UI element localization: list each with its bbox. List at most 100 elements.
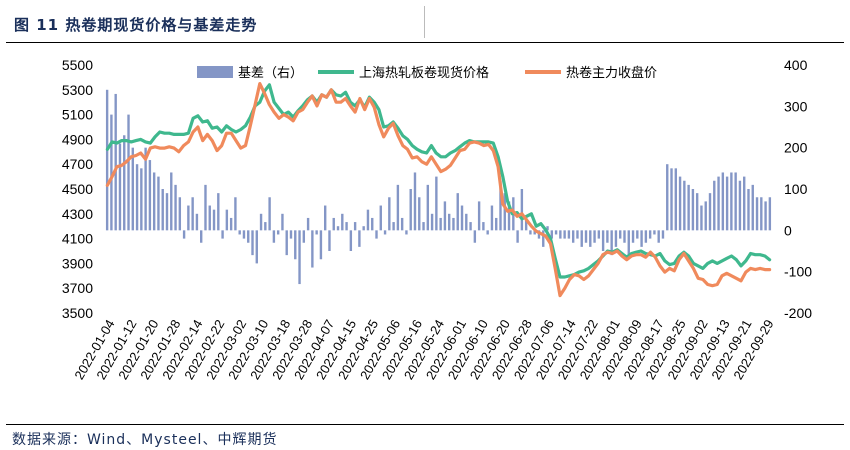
basis-bar: [247, 230, 250, 243]
basis-bar: [439, 217, 442, 231]
basis-bar: [127, 114, 130, 231]
basis-bar: [255, 230, 258, 264]
basis-bar: [520, 189, 524, 231]
basis-bar: [678, 176, 682, 231]
basis-bar: [315, 230, 318, 235]
basis-bar: [413, 172, 417, 231]
basis-bar: [379, 205, 382, 231]
basis-bar: [187, 205, 190, 231]
basis-bar: [486, 230, 489, 235]
basis-bar: [601, 230, 605, 251]
basis-bar: [332, 217, 335, 231]
basis-bar: [105, 89, 109, 231]
basis-bar: [614, 230, 618, 247]
basis-bar: [537, 230, 541, 239]
basis-bar: [426, 184, 430, 231]
basis-bar: [593, 230, 596, 243]
basis-bar: [323, 205, 327, 231]
basis-bar: [721, 172, 725, 231]
left-tick-label: 4900: [62, 131, 93, 147]
basis-bar: [550, 230, 554, 239]
basis-bar: [217, 193, 220, 231]
right-tick-label: -100: [784, 264, 812, 280]
basis-bar: [738, 180, 742, 231]
basis-bar: [208, 205, 211, 231]
basis-bar: [755, 197, 759, 231]
basis-bar: [691, 189, 695, 231]
basis-bar: [554, 230, 558, 235]
basis-bar: [619, 230, 622, 239]
right-tick-label: 100: [784, 181, 808, 197]
left-tick-label: 3500: [62, 305, 93, 321]
basis-bar: [730, 172, 733, 231]
basis-bar: [268, 197, 271, 231]
basis-bar: [640, 230, 643, 247]
left-tick-label: 5500: [62, 57, 93, 73]
basis-bar: [747, 189, 750, 231]
basis-bar: [298, 230, 301, 285]
basis-bar: [571, 230, 575, 243]
basis-bar: [495, 217, 498, 231]
right-tick-label: 0: [784, 222, 792, 238]
basis-bar: [516, 230, 519, 243]
futures-price-line: [105, 81, 772, 298]
basis-bar: [734, 172, 737, 231]
basis-bar: [589, 230, 592, 247]
left-tick-label: 3700: [62, 280, 93, 296]
basis-bar: [567, 230, 571, 239]
basis-bar: [751, 184, 754, 231]
basis-bar: [644, 230, 648, 243]
basis-bar: [165, 193, 169, 231]
basis-bar: [336, 226, 340, 231]
basis-bar: [349, 230, 353, 251]
basis-bar: [306, 217, 310, 231]
basis-bar: [362, 226, 365, 231]
basis-bar: [648, 230, 652, 239]
basis-bar: [229, 217, 233, 231]
basis-bar: [123, 135, 126, 231]
basis-bar: [717, 176, 720, 231]
basis-bar: [405, 230, 408, 235]
basis-bar: [152, 172, 156, 231]
basis-bar: [666, 164, 669, 231]
basis-bar: [447, 213, 451, 231]
basis-bar: [388, 197, 391, 231]
basis-bar: [392, 222, 395, 231]
basis-bar: [456, 193, 459, 231]
basis-bar: [563, 230, 566, 239]
legend-swatch-basis: [197, 66, 233, 78]
basis-bar: [695, 193, 699, 231]
figure-title: 图 11 热卷期现货价格与基差走势: [14, 16, 258, 34]
basis-bar: [623, 230, 626, 243]
basis-bar: [140, 168, 143, 231]
basis-bar: [627, 230, 630, 256]
basis-bar: [212, 209, 216, 231]
basis-bar: [182, 230, 186, 239]
basis-bar: [546, 226, 549, 231]
basis-bar: [281, 213, 284, 231]
basis-bar: [161, 189, 164, 231]
basis-bar: [311, 230, 314, 268]
source-text: 数据来源：Wind、Mysteel、中辉期货: [12, 432, 278, 448]
basis-bar: [345, 222, 348, 231]
basis-bar: [328, 230, 331, 251]
basis-bar: [743, 176, 746, 231]
basis-bar: [170, 172, 173, 231]
basis-bar: [341, 213, 344, 231]
basis-bar: [221, 230, 224, 239]
basis-bar: [443, 201, 447, 231]
basis-bar: [131, 147, 134, 231]
basis-bar: [148, 160, 152, 231]
left-tick-label: 4300: [62, 206, 93, 222]
basis-bar: [200, 230, 203, 243]
basis-bar: [289, 230, 293, 239]
basis-bar: [234, 197, 237, 231]
basis-bar: [358, 230, 361, 247]
basis-bar: [768, 197, 772, 231]
basis-bar: [353, 222, 357, 231]
basis-bar: [700, 205, 703, 231]
left-tick-label: 4100: [62, 231, 93, 247]
basis-bar: [661, 230, 665, 239]
basis-bar: [409, 189, 412, 231]
